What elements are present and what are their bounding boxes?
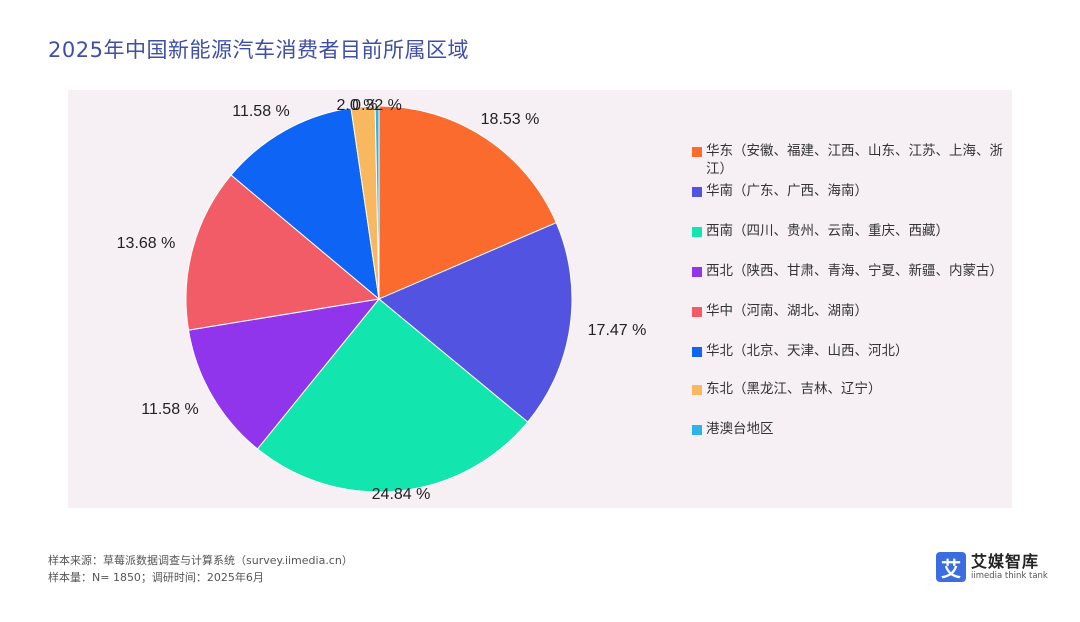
legend-swatch — [692, 425, 702, 435]
pie-slice[interactable] — [378, 222, 573, 423]
footer: 样本来源：草莓派数据调查与计算系统（survey.iimedia.cn） 样本量… — [48, 552, 353, 586]
legend-label: 东北（黑龙江、吉林、辽宁） — [706, 381, 882, 397]
legend-item-northwest[interactable]: 西北（陕西、甘肃、青海、宁夏、新疆、内蒙古） — [692, 262, 1006, 280]
sample-note: 样本量：N= 1850；调研时间：2025年6月 — [48, 571, 264, 584]
pie-slice[interactable] — [374, 105, 380, 300]
legend-swatch — [692, 385, 702, 395]
legend-label: 华中（河南、湖北、湖南） — [706, 303, 868, 319]
chart-title: 2025年中国新能源汽车消费者目前所属区域 — [48, 38, 469, 62]
legend-label: 港澳台地区 — [706, 421, 774, 437]
source-note: 样本来源：草莓派数据调查与计算系统（survey.iimedia.cn） — [48, 554, 353, 567]
pie-slice[interactable] — [230, 107, 380, 301]
legend-swatch — [692, 147, 702, 157]
legend-label: 华北（北京、天津、山西、河北） — [706, 343, 909, 359]
slice-value-label: 2.0 % — [337, 97, 378, 114]
pie-slice[interactable] — [185, 174, 381, 331]
legend-item-southwest[interactable]: 西南（四川、贵州、云南、重庆、西藏） — [692, 222, 1006, 240]
legend-item-south[interactable]: 华南（广东、广西、海南） — [692, 182, 1006, 200]
legend-swatch — [692, 307, 702, 317]
logo-icon: 艾 — [936, 552, 966, 582]
legend-item-north[interactable]: 华北（北京、天津、山西、河北） — [692, 342, 1006, 360]
slice-value-label: 24.84 % — [372, 486, 431, 503]
legend-label: 华南（广东、广西、海南） — [706, 183, 868, 199]
pie-slice[interactable] — [256, 298, 529, 493]
pie-slice[interactable] — [378, 105, 557, 300]
legend-swatch — [692, 227, 702, 237]
legend-item-northeast[interactable]: 东北（黑龙江、吉林、辽宁） — [692, 380, 1006, 398]
legend-label: 西南（四川、贵州、云南、重庆、西藏） — [706, 223, 949, 239]
slice-value-label: 11.58 % — [232, 103, 290, 120]
slice-value-label: 11.58 % — [141, 401, 199, 418]
logo-subtitle: iimedia think tank — [971, 570, 1048, 581]
brand-logo: 艾 艾媒智库 iimedia think tank — [936, 552, 1048, 582]
legend-item-east[interactable]: 华东（安徽、福建、江西、山东、江苏、上海、浙江） — [692, 142, 1006, 178]
pie-slice[interactable] — [187, 298, 381, 450]
legend-item-central[interactable]: 华中（河南、湖北、湖南） — [692, 302, 1006, 320]
slice-value-label: 0.32 % — [352, 97, 402, 114]
legend-label: 华东（安徽、福建、江西、山东、江苏、上海、浙江） — [706, 143, 1003, 177]
legend-swatch — [692, 347, 702, 357]
legend-item-hk-macau-taiwan[interactable]: 港澳台地区 — [692, 420, 1006, 438]
legend-label: 西北（陕西、甘肃、青海、宁夏、新疆、内蒙古） — [706, 263, 1003, 279]
logo-name: 艾媒智库 — [971, 551, 1040, 571]
legend-swatch — [692, 267, 702, 277]
legend-swatch — [692, 187, 702, 197]
slice-value-label: 13.68 % — [117, 235, 176, 252]
slice-value-label: 18.53 % — [481, 111, 540, 128]
slice-value-label: 17.47 % — [588, 322, 647, 339]
